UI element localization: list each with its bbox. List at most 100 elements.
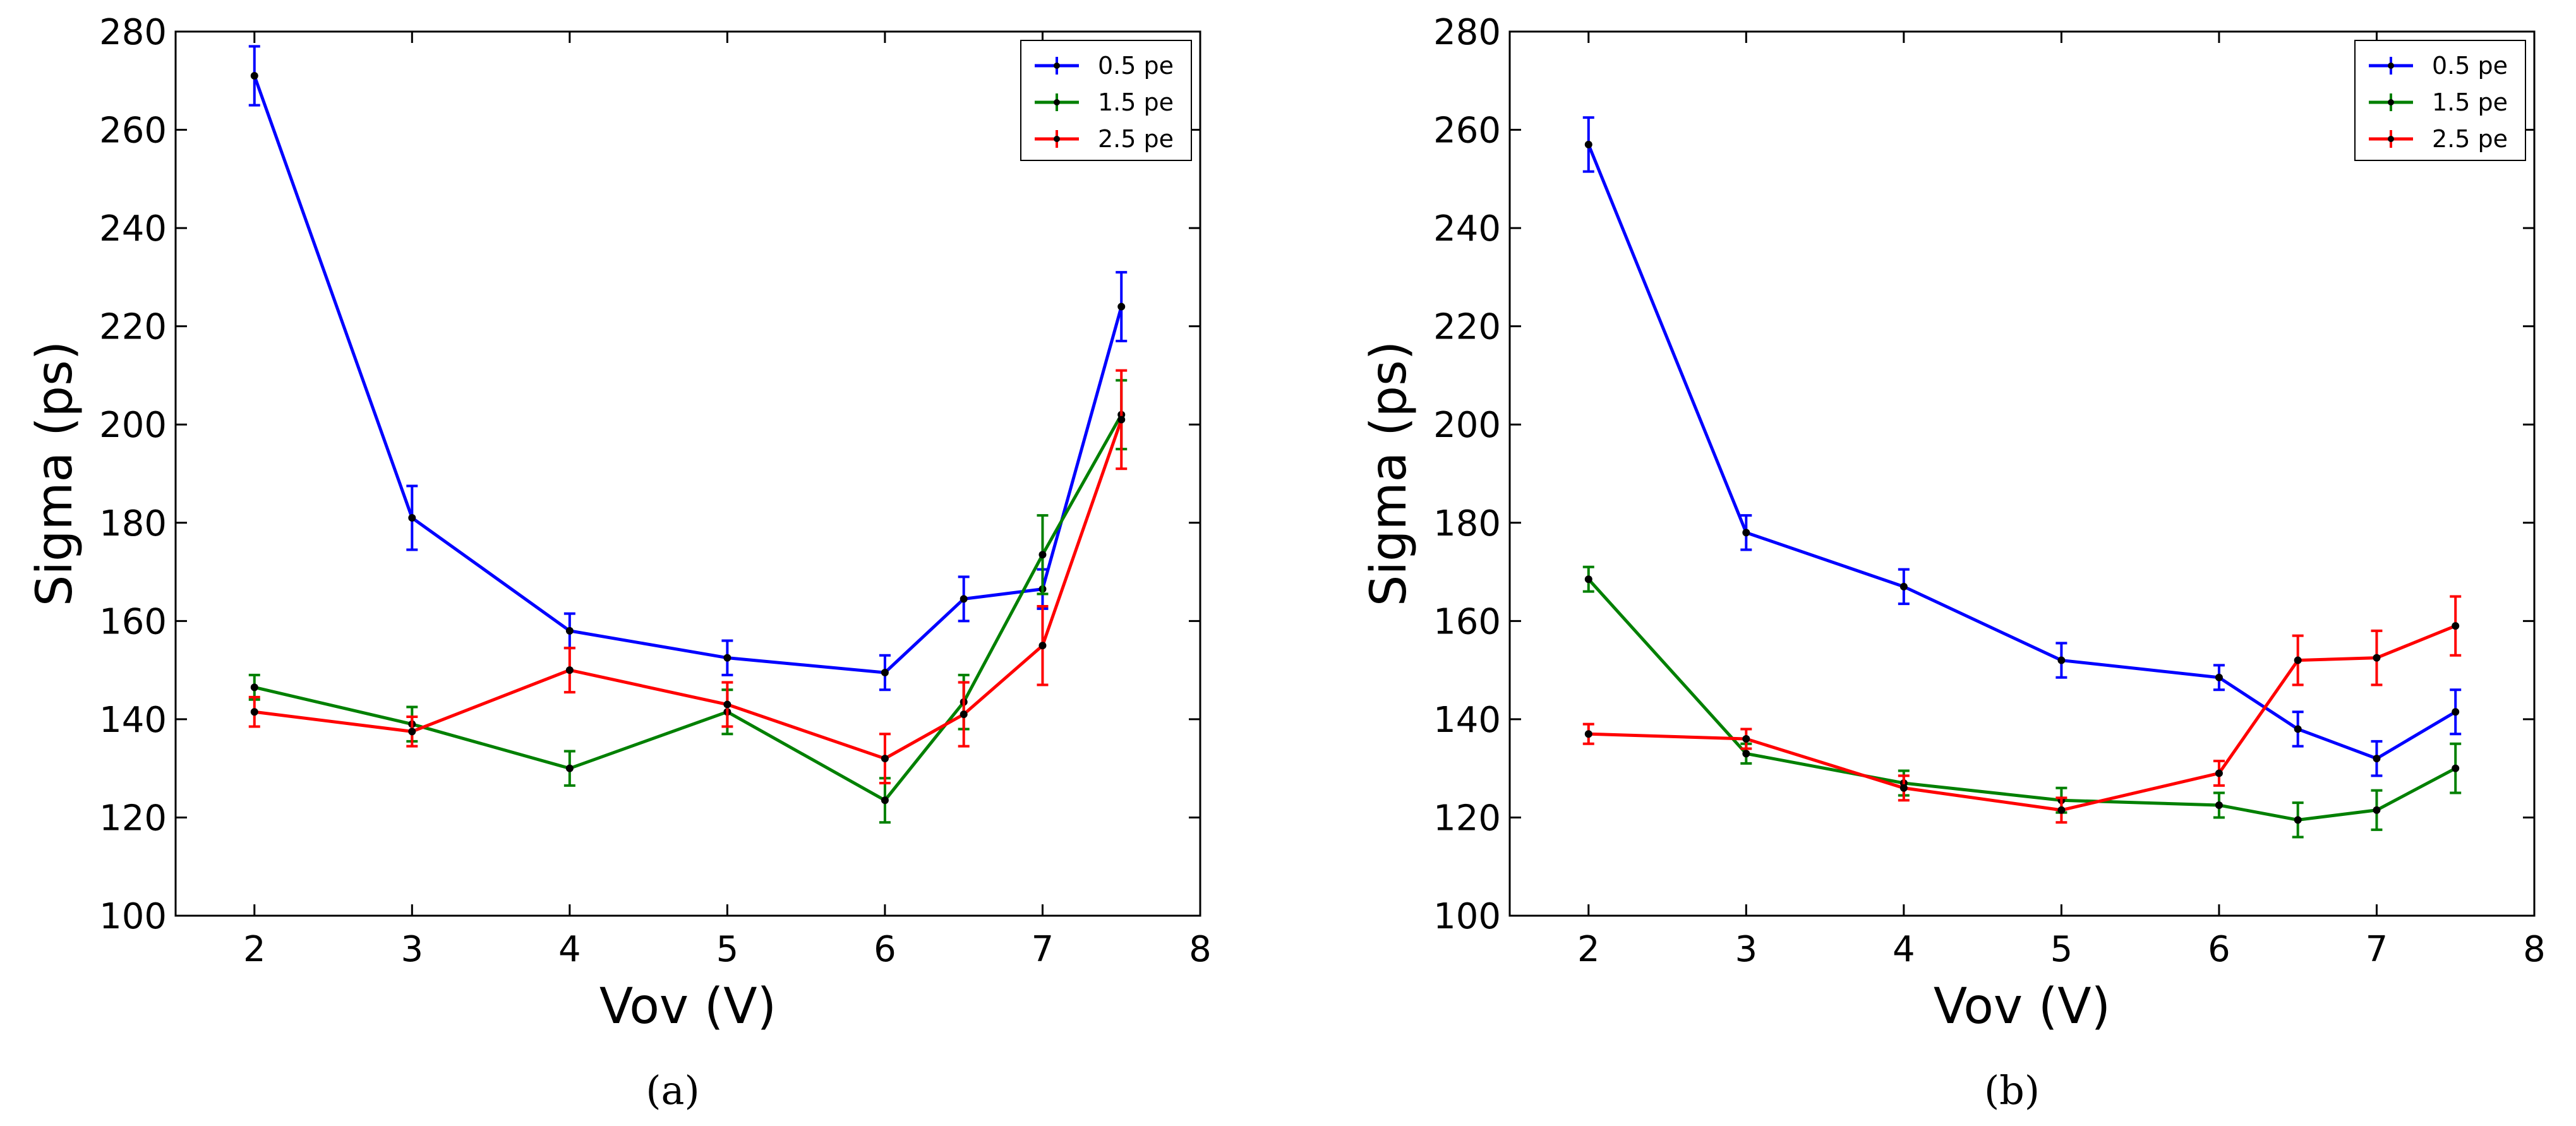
legend-label: 0.5 pe xyxy=(2432,52,2508,80)
x-tick-label: 7 xyxy=(2366,929,2388,970)
legend-marker xyxy=(2388,99,2394,105)
plot-frame xyxy=(174,30,1201,917)
data-point xyxy=(565,764,574,772)
plot-frame xyxy=(1508,30,2536,917)
x-tick-label: 2 xyxy=(243,929,266,970)
series-line xyxy=(253,75,1123,674)
y-tick-label: 140 xyxy=(99,700,167,741)
legend-label: 1.5 pe xyxy=(2432,88,2508,116)
x-tick-label: 8 xyxy=(2523,929,2546,970)
legend-item: 0.5 pe xyxy=(1035,52,1174,80)
data-point xyxy=(2294,816,2302,824)
y-tick-label: 260 xyxy=(99,111,167,152)
series-line xyxy=(1588,624,2457,812)
legend-item: 2.5 pe xyxy=(2369,125,2508,153)
data-point xyxy=(2373,806,2381,814)
legend: 0.5 pe 1.5 pe 2.5 pe xyxy=(2354,40,2526,161)
data-point xyxy=(1742,750,1750,758)
data-point xyxy=(960,710,968,719)
chart-b: 2 3 4 5 6 7 8 100 120 140 160 180 200 220 240 260 280 Vov… xyxy=(1361,12,2546,1113)
x-axis-title: Vov (V) xyxy=(599,978,776,1035)
series-2_5-pe xyxy=(248,369,1128,784)
x-axis-title: Vov (V) xyxy=(1934,978,2110,1035)
legend-item: 1.5 pe xyxy=(1035,88,1174,116)
x-tick-label: 3 xyxy=(1735,929,1757,970)
y-axis-title: Sigma (ps) xyxy=(27,341,83,606)
data-point xyxy=(1117,416,1126,424)
y-tick-label: 100 xyxy=(1433,896,1501,937)
y-tick-label: 140 xyxy=(1433,700,1501,741)
data-point xyxy=(1899,784,1908,792)
series-line xyxy=(254,414,1123,803)
y-tick-label: 280 xyxy=(99,12,167,53)
data-point xyxy=(250,708,258,716)
chart-a: 2 3 4 5 6 7 8 100 120 140 160 180 200 220 240 260 280 Vov… xyxy=(27,12,1212,1113)
series-line xyxy=(254,419,1123,760)
legend-marker xyxy=(1054,63,1060,69)
data-point xyxy=(1038,551,1047,559)
legend-marker xyxy=(1054,136,1060,142)
data-point xyxy=(408,514,416,522)
data-point xyxy=(1584,575,1592,584)
x-tick-label: 6 xyxy=(874,929,896,970)
series-line xyxy=(1587,143,2457,760)
data-point xyxy=(2057,656,2066,664)
x-tick-label: 5 xyxy=(716,929,739,970)
y-tick-label: 220 xyxy=(1433,307,1501,348)
data-point xyxy=(250,683,258,692)
data-point xyxy=(881,796,889,805)
data-point xyxy=(723,700,731,709)
legend-item: 0.5 pe xyxy=(2369,52,2508,80)
data-point xyxy=(1117,302,1126,311)
data-point xyxy=(881,669,889,676)
series-0_5-pe xyxy=(248,45,1128,692)
data-point xyxy=(2215,801,2223,809)
data-point xyxy=(960,595,968,603)
data-point xyxy=(723,654,731,662)
data-point xyxy=(250,72,258,80)
data-point xyxy=(1584,140,1592,148)
legend-marker xyxy=(1054,99,1060,105)
y-tick-label: 160 xyxy=(1433,601,1501,642)
x-tick-label: 2 xyxy=(1577,929,1600,970)
x-tick-label: 4 xyxy=(558,929,581,970)
data-point xyxy=(2452,708,2460,716)
data-point xyxy=(1038,642,1047,650)
legend-marker xyxy=(2388,136,2394,142)
x-tick-label: 5 xyxy=(2050,929,2073,970)
y-tick-label: 120 xyxy=(99,798,167,839)
data-point xyxy=(881,755,889,763)
data-point xyxy=(2215,769,2223,777)
y-tick-label: 200 xyxy=(99,405,167,446)
y-tick-label: 200 xyxy=(1433,405,1501,446)
data-point xyxy=(2215,673,2223,681)
y-tick-label: 180 xyxy=(99,503,167,544)
chart-caption: (b) xyxy=(1984,1067,2040,1113)
data-point xyxy=(2452,764,2460,772)
y-tick-label: 220 xyxy=(99,307,167,348)
y-tick-label: 160 xyxy=(99,601,167,642)
legend-label: 0.5 pe xyxy=(1098,52,1174,80)
legend-label: 2.5 pe xyxy=(1098,125,1174,153)
y-tick-label: 240 xyxy=(1433,208,1501,249)
data-point xyxy=(1742,529,1750,537)
y-tick-label: 280 xyxy=(1433,12,1501,53)
legend-marker xyxy=(2388,63,2394,69)
legend: 0.5 pe 1.5 pe 2.5 pe xyxy=(1020,40,1192,161)
data-point xyxy=(2452,622,2460,630)
x-tick-label: 8 xyxy=(1189,929,1212,970)
x-tick-label: 6 xyxy=(2208,929,2230,970)
data-point xyxy=(1584,730,1592,738)
series-0_5-pe xyxy=(1582,116,2462,777)
x-tick-label: 7 xyxy=(1032,929,1054,970)
legend-item: 1.5 pe xyxy=(2369,88,2508,116)
data-point xyxy=(2294,656,2302,664)
legend-label: 2.5 pe xyxy=(2432,125,2508,153)
data-point xyxy=(565,666,574,674)
data-point xyxy=(2373,654,2381,662)
data-point xyxy=(2294,725,2302,733)
data-point xyxy=(565,626,574,635)
data-point xyxy=(408,728,416,736)
